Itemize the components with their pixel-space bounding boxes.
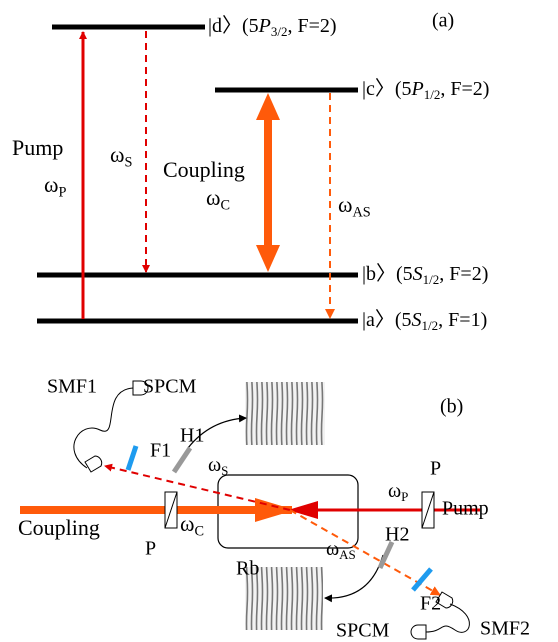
pump-frequency: ωP [388,480,408,504]
antistokes-frequency-part: ω [338,192,352,217]
fringe-image [245,382,325,445]
diagram: |d〉(5P3/2, F=2)|c〉(5P1/2, F=2)|b〉(5S1/2,… [0,0,558,642]
panel-label: (a) [432,10,454,32]
waveplate-label: H1 [180,425,204,447]
half-wave-plate [174,448,190,472]
coupling-frequency: ωC [206,185,230,214]
coupling-frequency: ωC [180,511,204,540]
level-label-part: P [258,15,271,37]
coupling-frequency-part: C [220,198,230,214]
stokes-frequency: ωS [110,142,132,171]
filter [128,446,136,470]
stokes-frequency-part: S [124,155,132,171]
detector-label: SPCM [143,376,197,398]
coupling-arrow [256,93,280,272]
polarizer-label: P [145,538,156,560]
pump-frequency-part: P [58,185,66,201]
level-label-part: , F=2) [440,78,489,100]
coupling-frequency-part: C [194,524,204,540]
pump-frequency-part: ω [44,172,58,197]
pump-label: Pump [12,135,63,160]
coupling-label: Coupling [18,515,100,540]
fiber-coupler [85,456,102,472]
level-label-part: S [412,309,422,331]
fiber-coupler [411,625,426,639]
antistokes-frequency-part: AS [352,205,370,221]
level-label: |b〉(5S1/2, F=2) [362,263,488,287]
coupling-label: Coupling [163,157,245,182]
level-label-part: 1/2 [424,87,441,102]
stokes-frequency-part: ω [110,142,124,167]
level-label-part: 1/2 [422,318,439,333]
coupling-frequency-part: ω [206,185,220,210]
coupling-frequency-part: ω [180,511,194,536]
polarizer-label: P [430,458,441,480]
panel-label: (b) [440,396,463,418]
level-label: |c〉(5P1/2, F=2) [362,78,489,102]
level-label-part: |b〉(5 [362,263,413,285]
level-label-part: |a〉(5 [362,309,412,331]
level-label-part: S [413,263,423,285]
level-label-part: , F=2) [439,263,488,285]
level-label-part: , F=2) [288,15,337,37]
pump-frequency-part: ω [388,480,401,502]
pump-frequency: ωP [44,172,66,201]
stokes-frequency-part: S [221,463,228,478]
level-label-part: |c〉(5 [362,78,412,100]
pump-frequency-part: P [401,489,408,504]
fiber-label: SMF2 [480,618,530,640]
antistokes-frequency-part: AS [339,547,356,562]
pump-label: Pump [442,498,489,520]
antistokes-frequency-part: ω [326,538,339,560]
fiber-label: SMF1 [47,376,97,398]
antistokes-frequency: ωAS [326,538,356,562]
filter [413,569,431,590]
stokes-beam [105,466,290,510]
cell-label: Rb [236,558,259,580]
antistokes-frequency: ωAS [338,192,371,221]
waveplate-label: H2 [385,524,409,546]
filter-label: F1 [150,440,171,462]
level-label: |a〉(5S1/2, F=1) [362,309,487,333]
stokes-frequency: ωS [208,454,228,478]
fiber [74,388,133,468]
detector-label: SPCM [336,620,390,642]
level-label: |d〉(5P3/2, F=2) [208,15,337,39]
filter-label: F2 [420,593,441,615]
level-label-part: , F=1) [438,309,487,331]
level-label-part: 1/2 [423,272,440,287]
stokes-frequency-part: ω [208,454,221,476]
level-label-part: 3/2 [271,24,288,39]
level-label-part: |d〉(5 [208,15,259,37]
panel-b [20,381,480,639]
level-label-part: P [411,78,424,100]
